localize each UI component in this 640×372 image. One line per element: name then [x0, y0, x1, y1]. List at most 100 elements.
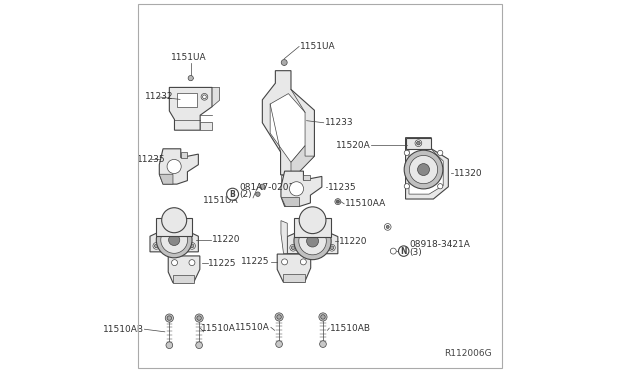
Polygon shape	[409, 145, 444, 194]
Circle shape	[390, 248, 396, 254]
Text: 1151UA: 1151UA	[171, 53, 207, 62]
Circle shape	[165, 314, 173, 322]
Polygon shape	[277, 254, 310, 282]
Text: B: B	[230, 190, 236, 199]
Polygon shape	[281, 171, 322, 206]
Polygon shape	[170, 87, 212, 130]
Polygon shape	[159, 149, 198, 184]
Polygon shape	[180, 153, 187, 158]
Polygon shape	[287, 234, 338, 254]
Text: 11520A: 11520A	[336, 141, 371, 150]
Text: 1151UA: 1151UA	[300, 42, 335, 51]
Circle shape	[260, 184, 265, 189]
Text: N: N	[401, 247, 407, 256]
Text: (3): (3)	[410, 248, 422, 257]
Circle shape	[386, 225, 389, 228]
Circle shape	[299, 227, 326, 255]
Text: 11510AB: 11510AB	[330, 324, 371, 333]
Polygon shape	[291, 146, 314, 175]
Polygon shape	[294, 218, 331, 237]
Circle shape	[294, 222, 331, 260]
Circle shape	[276, 341, 282, 347]
Circle shape	[404, 150, 443, 189]
Circle shape	[417, 141, 420, 145]
Text: 11320: 11320	[454, 169, 483, 178]
Circle shape	[167, 316, 172, 320]
Text: 11510AA: 11510AA	[345, 199, 386, 208]
Text: (2): (2)	[239, 190, 252, 199]
Text: 11225: 11225	[241, 257, 270, 266]
Circle shape	[399, 246, 409, 256]
Circle shape	[404, 184, 410, 189]
Circle shape	[282, 259, 287, 265]
Text: 11232: 11232	[145, 92, 173, 101]
Circle shape	[319, 313, 327, 321]
Circle shape	[291, 246, 295, 250]
Circle shape	[255, 192, 260, 196]
Polygon shape	[262, 71, 314, 175]
Polygon shape	[281, 196, 300, 206]
Polygon shape	[212, 87, 220, 107]
Circle shape	[162, 208, 187, 233]
Circle shape	[154, 244, 158, 248]
Circle shape	[197, 316, 202, 320]
Text: 11235: 11235	[137, 155, 166, 164]
Circle shape	[289, 182, 303, 196]
Text: 081A7-0201A: 081A7-0201A	[239, 183, 301, 192]
Circle shape	[385, 224, 391, 230]
Circle shape	[168, 234, 180, 246]
Circle shape	[321, 315, 325, 319]
Text: 08918-3421A: 08918-3421A	[410, 240, 470, 249]
Circle shape	[415, 140, 422, 147]
Text: 1151UA: 1151UA	[202, 196, 238, 205]
Text: 11233: 11233	[325, 118, 353, 127]
Text: 11225: 11225	[209, 259, 237, 268]
Polygon shape	[150, 233, 198, 252]
Circle shape	[196, 342, 202, 349]
Circle shape	[188, 76, 193, 81]
Circle shape	[438, 184, 443, 189]
Circle shape	[307, 235, 319, 247]
Polygon shape	[270, 94, 305, 162]
Circle shape	[417, 164, 429, 176]
Circle shape	[166, 342, 173, 349]
Polygon shape	[177, 93, 197, 107]
Polygon shape	[284, 274, 305, 282]
Circle shape	[404, 150, 410, 155]
Text: 11220: 11220	[212, 235, 241, 244]
Polygon shape	[173, 275, 193, 283]
Polygon shape	[406, 138, 449, 199]
Circle shape	[161, 227, 188, 253]
Circle shape	[189, 243, 195, 249]
Polygon shape	[281, 221, 287, 254]
Circle shape	[335, 199, 341, 205]
Circle shape	[195, 314, 203, 322]
Circle shape	[281, 60, 287, 65]
Text: 11510A: 11510A	[201, 324, 236, 333]
Circle shape	[227, 188, 239, 200]
Circle shape	[299, 207, 326, 234]
Circle shape	[300, 259, 307, 265]
Circle shape	[153, 243, 159, 249]
Circle shape	[438, 150, 443, 155]
Text: 11510AB: 11510AB	[102, 325, 143, 334]
Polygon shape	[159, 174, 173, 184]
Polygon shape	[406, 138, 431, 149]
Text: 11510A: 11510A	[236, 323, 270, 332]
Circle shape	[202, 95, 206, 99]
Polygon shape	[168, 256, 200, 283]
Circle shape	[201, 93, 208, 100]
Circle shape	[172, 260, 177, 266]
Polygon shape	[280, 175, 296, 184]
Circle shape	[319, 341, 326, 347]
Circle shape	[167, 159, 181, 173]
Polygon shape	[156, 218, 192, 236]
Circle shape	[275, 313, 283, 321]
Circle shape	[410, 155, 438, 184]
Circle shape	[328, 244, 335, 251]
Polygon shape	[303, 174, 310, 180]
Circle shape	[189, 260, 195, 266]
Polygon shape	[200, 122, 212, 130]
Circle shape	[337, 200, 339, 203]
Circle shape	[190, 244, 194, 248]
